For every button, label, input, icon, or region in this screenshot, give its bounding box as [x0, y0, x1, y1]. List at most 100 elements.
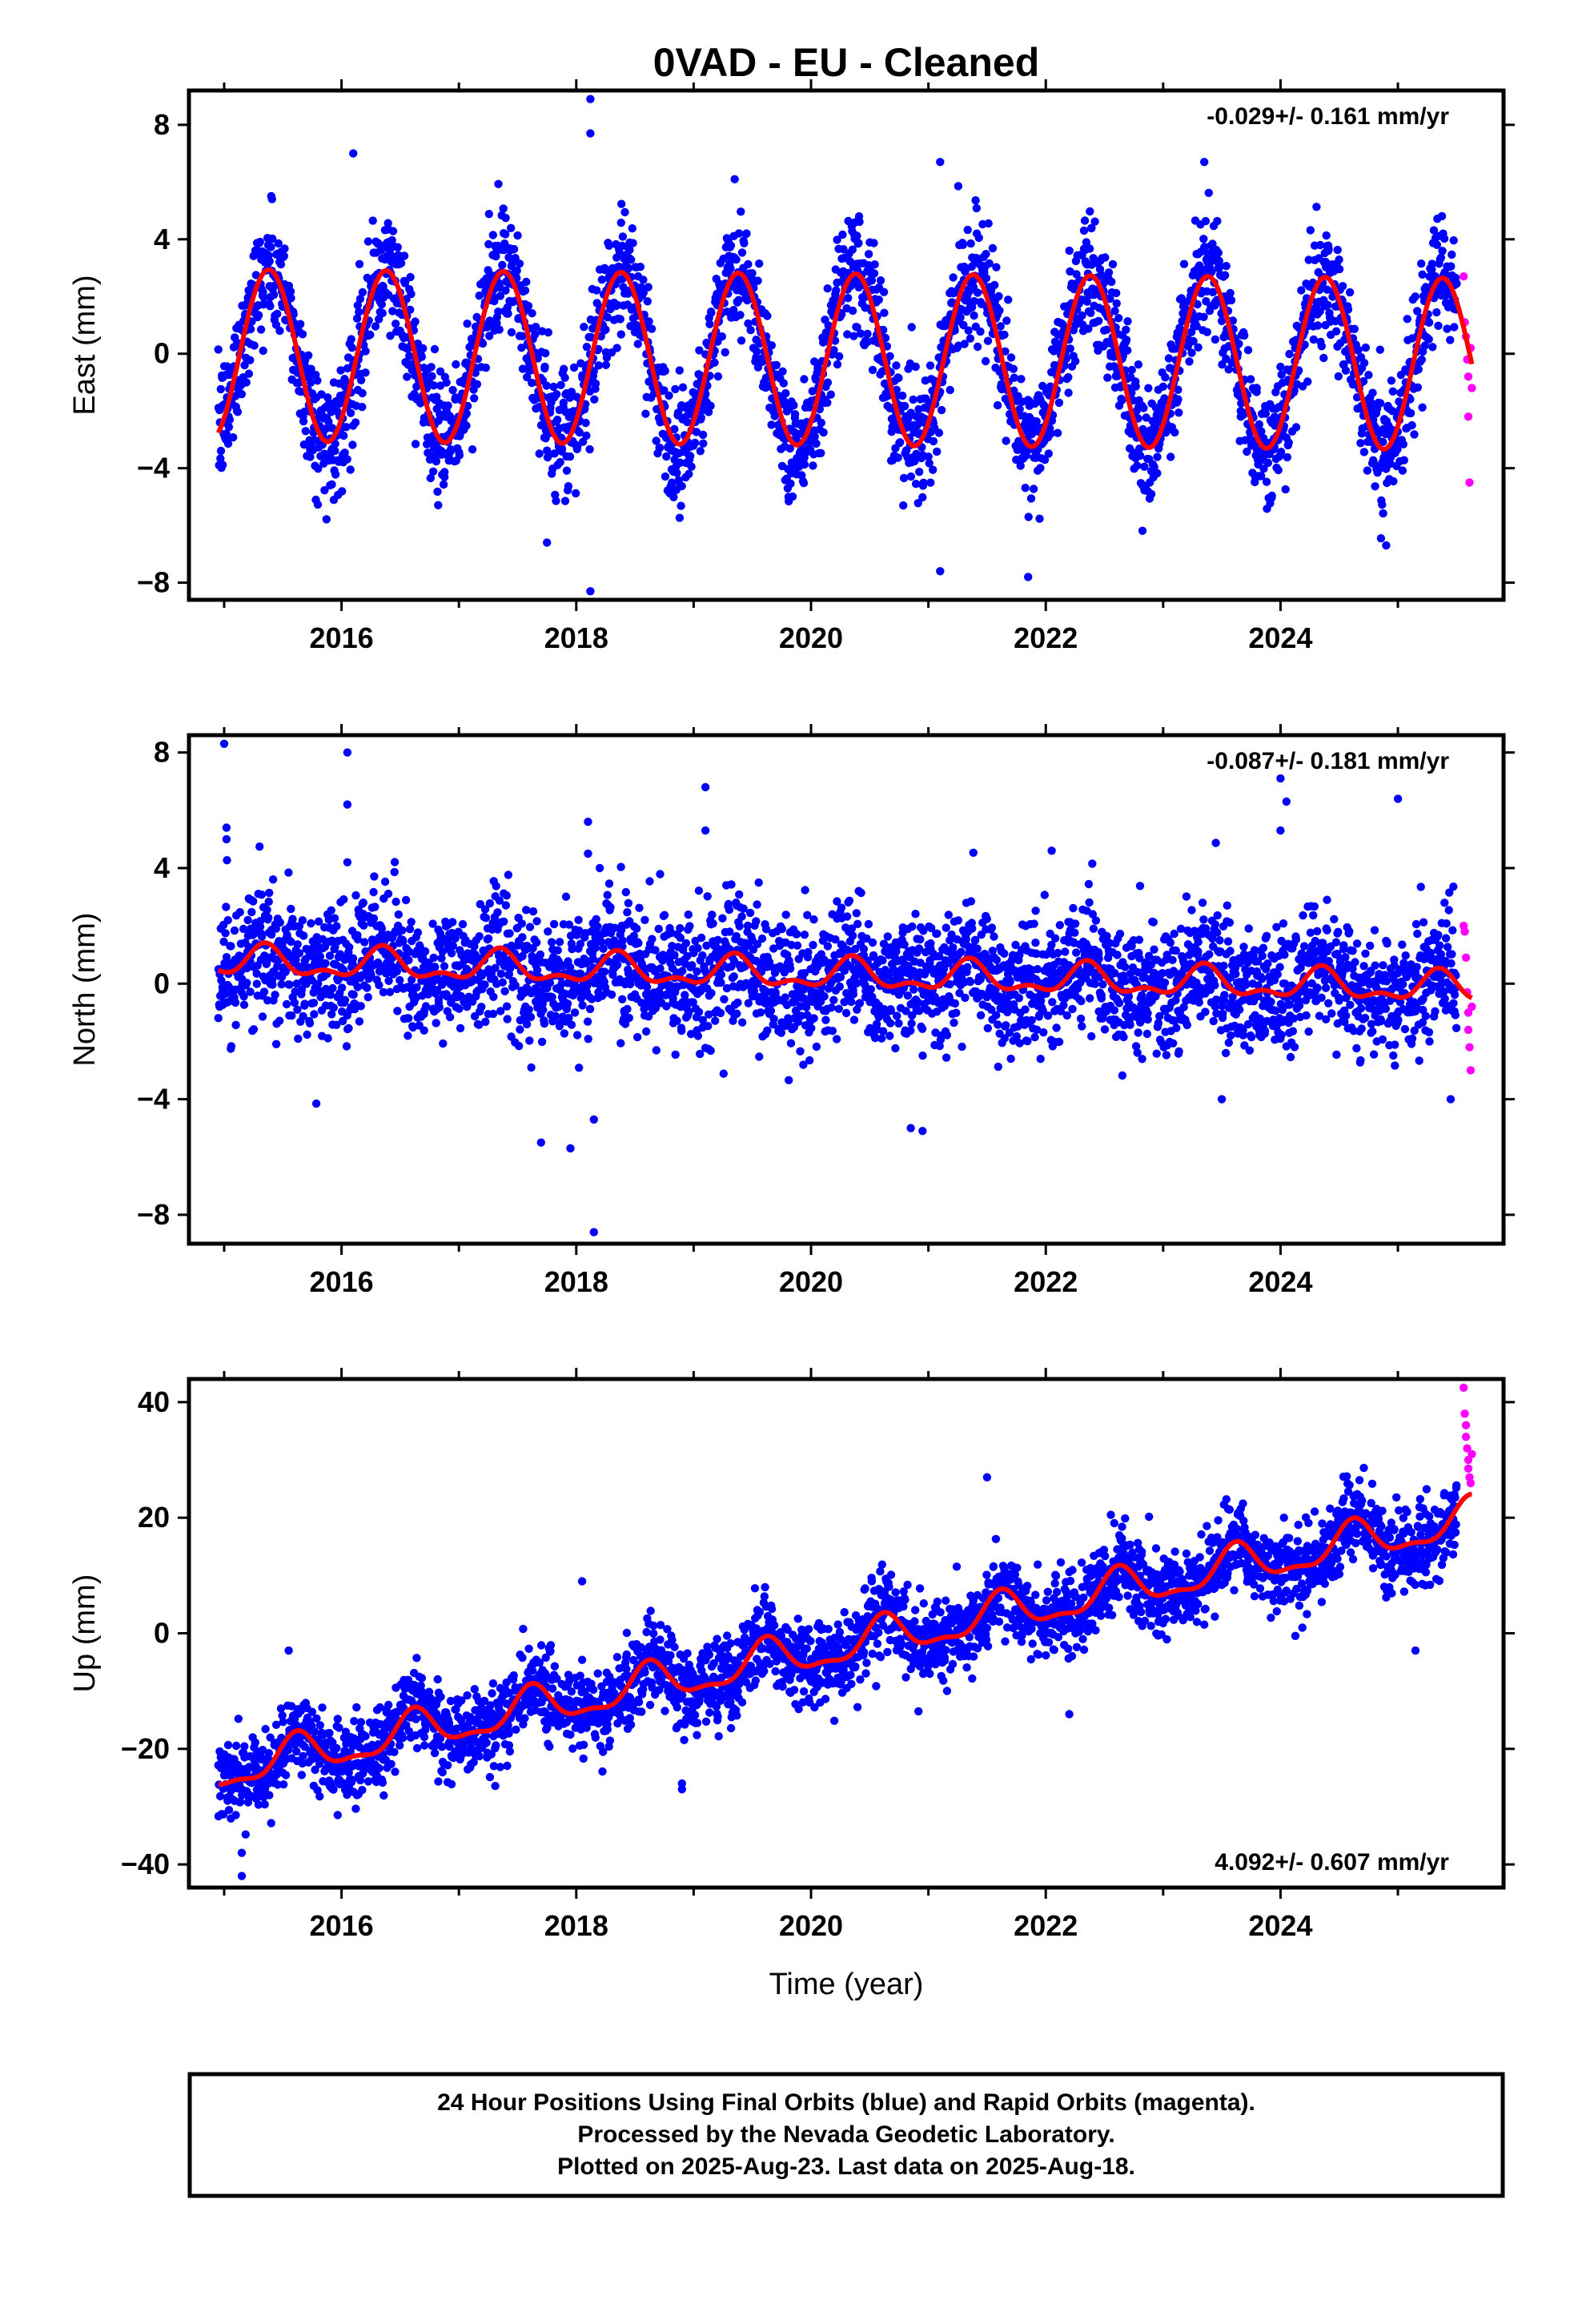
data-point	[1006, 353, 1016, 362]
data-point	[328, 983, 337, 993]
y-tick-label: −8	[137, 1198, 170, 1231]
data-point	[428, 467, 438, 476]
data-point	[1140, 462, 1149, 471]
data-point	[1252, 384, 1261, 392]
data-point	[662, 452, 671, 461]
data-point	[823, 942, 833, 951]
data-point	[463, 320, 472, 328]
data-point	[717, 332, 727, 341]
data-point	[1361, 343, 1371, 352]
data-point	[1090, 217, 1099, 226]
data-point	[763, 1026, 772, 1035]
data-point	[572, 1031, 582, 1039]
data-point	[720, 995, 729, 1004]
outlier-point	[586, 94, 595, 103]
data-point	[570, 1008, 580, 1017]
data-point	[1350, 324, 1359, 333]
data-point	[417, 352, 426, 361]
data-point	[1112, 288, 1121, 298]
data-point	[515, 1042, 524, 1051]
data-point	[754, 878, 763, 887]
data-point	[512, 266, 521, 275]
data-point	[656, 870, 665, 879]
data-point	[1452, 279, 1461, 288]
data-point	[348, 440, 357, 449]
data-point	[255, 922, 265, 931]
data-point	[1179, 259, 1189, 268]
data-point	[725, 905, 734, 915]
data-point	[531, 330, 540, 339]
data-point	[223, 439, 233, 448]
data-point	[1319, 353, 1328, 363]
data-point	[841, 1008, 851, 1018]
data-point	[353, 301, 362, 310]
north-axis-label: North (mm)	[68, 912, 102, 1066]
data-point	[355, 259, 364, 268]
data-point	[911, 480, 921, 489]
data-point	[407, 289, 416, 299]
data-point	[1449, 236, 1458, 245]
data-point	[340, 448, 349, 457]
data-point	[331, 446, 339, 456]
data-point	[583, 1017, 592, 1026]
data-point	[396, 259, 406, 267]
data-point	[303, 1030, 311, 1039]
data-point	[855, 217, 864, 227]
data-point	[1439, 234, 1449, 243]
data-point	[1447, 262, 1456, 271]
data-point	[331, 439, 339, 448]
data-point	[837, 903, 846, 912]
data-point	[745, 908, 755, 918]
data-point	[790, 410, 800, 419]
data-point	[933, 447, 942, 456]
data-point	[1267, 491, 1276, 501]
data-point	[1086, 207, 1094, 216]
data-point	[1064, 388, 1073, 397]
data-point	[520, 286, 530, 295]
data-point	[509, 244, 519, 254]
data-point	[249, 897, 258, 906]
data-point	[684, 910, 693, 919]
data-point	[624, 263, 633, 272]
data-point	[507, 328, 516, 337]
data-point	[259, 293, 268, 302]
data-point	[616, 315, 624, 324]
data-point	[869, 239, 878, 247]
data-point	[899, 473, 909, 483]
data-point	[404, 1014, 413, 1023]
data-point	[246, 987, 255, 996]
data-point	[564, 482, 573, 491]
data-point	[424, 448, 432, 457]
data-point	[501, 214, 510, 223]
data-point	[327, 480, 336, 489]
data-point	[1009, 364, 1018, 373]
data-point	[216, 446, 226, 456]
data-point	[1432, 308, 1441, 317]
data-point	[575, 1063, 584, 1072]
data-point	[1211, 335, 1220, 344]
data-point	[352, 314, 362, 323]
data-point	[237, 390, 247, 399]
data-point	[632, 924, 641, 933]
data-point	[990, 280, 999, 290]
data-point	[685, 922, 694, 931]
data-point	[1306, 226, 1315, 235]
data-point	[621, 887, 630, 897]
data-point	[540, 362, 549, 372]
data-point	[785, 1076, 793, 1085]
data-point	[1112, 299, 1121, 308]
data-point	[651, 946, 660, 955]
data-point	[266, 302, 275, 311]
data-point	[313, 376, 322, 385]
data-point	[511, 254, 520, 263]
data-point	[809, 461, 817, 470]
data-point	[590, 395, 599, 404]
data-point	[355, 1017, 364, 1026]
data-point	[713, 935, 722, 945]
data-point	[652, 1046, 661, 1055]
data-point	[267, 195, 276, 203]
data-point	[327, 424, 337, 432]
data-point	[665, 391, 673, 400]
data-point	[857, 888, 865, 898]
